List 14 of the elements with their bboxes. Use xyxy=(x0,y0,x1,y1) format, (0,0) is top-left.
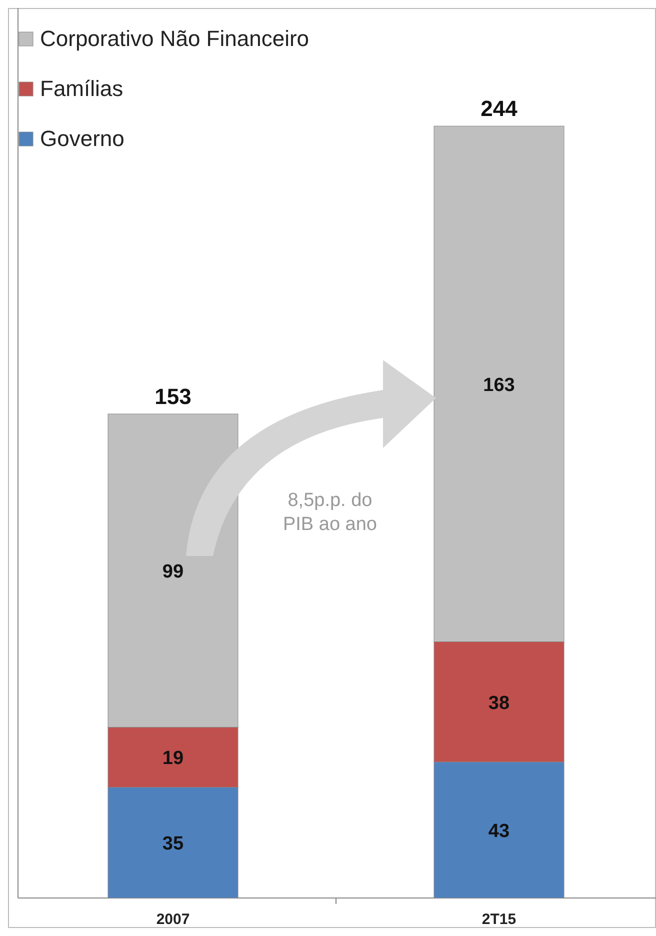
legend-label: Corporativo Não Financeiro xyxy=(40,26,310,51)
total-label: 244 xyxy=(480,96,518,122)
legend-label: Governo xyxy=(40,126,124,151)
total-label: 153 xyxy=(154,384,192,409)
data-label: 38 xyxy=(488,692,510,714)
data-label: 19 xyxy=(162,748,184,770)
x-tick-label: 2007 xyxy=(156,911,190,928)
data-label: 35 xyxy=(162,834,184,855)
data-label: 43 xyxy=(488,820,510,842)
x-tick-label: 2T15 xyxy=(482,911,516,928)
data-label: 163 xyxy=(483,374,515,396)
legend-label: Famílias xyxy=(40,76,124,101)
annotation: 8,5p.p. do PIB ao ano xyxy=(282,490,378,535)
data-label: 99 xyxy=(162,562,184,583)
